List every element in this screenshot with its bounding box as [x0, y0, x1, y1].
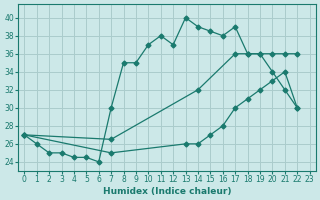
X-axis label: Humidex (Indice chaleur): Humidex (Indice chaleur) — [103, 187, 231, 196]
